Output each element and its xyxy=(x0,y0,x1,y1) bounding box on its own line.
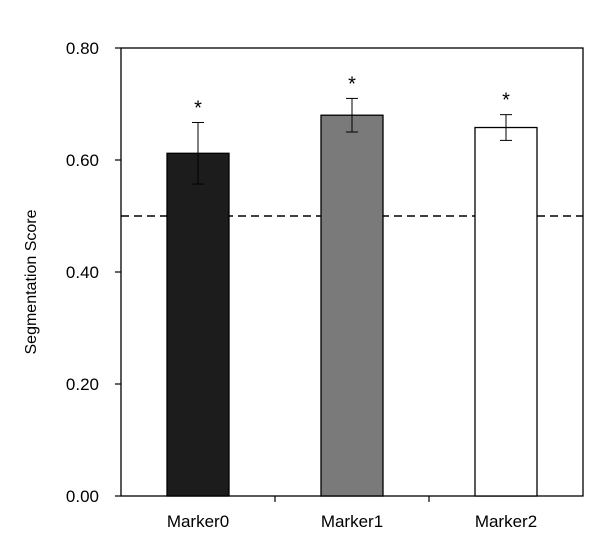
y-tick-label: 0.60 xyxy=(66,151,99,170)
y-tick-label: 0.80 xyxy=(66,39,99,58)
y-axis-label: Segmentation Score xyxy=(23,209,40,354)
bar-marker0 xyxy=(166,152,230,497)
y-tick-label: 0.00 xyxy=(66,487,99,506)
bar-marker2 xyxy=(474,126,538,497)
plot-area: 0.00 0.20 0.40 0.60 0.80 * Marker0 * Marker1 * Mar… xyxy=(66,39,584,531)
y-tick-label: 0.40 xyxy=(66,263,99,282)
significance-marker: * xyxy=(194,97,202,119)
bar-marker1 xyxy=(320,114,384,497)
significance-marker: * xyxy=(348,73,356,95)
x-tick-label: Marker0 xyxy=(167,512,229,531)
x-tick-label: Marker2 xyxy=(475,512,537,531)
y-tick-label: 0.20 xyxy=(66,375,99,394)
significance-marker: * xyxy=(502,90,510,112)
x-tick-label: Marker1 xyxy=(321,512,383,531)
